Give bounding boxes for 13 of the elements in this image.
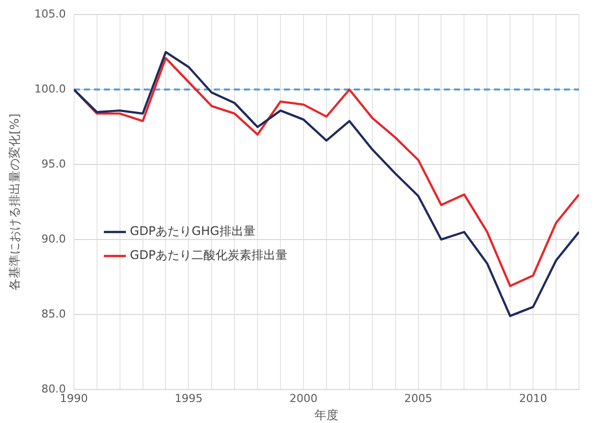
x-axis-title: 年度 [314,408,338,422]
y-tick-label: 105.0 [34,7,66,20]
y-tick-label: 90.0 [41,232,66,246]
legend-label: GDPあたりGHG排出量 [130,224,256,238]
y-tick-label: 85.0 [41,307,66,320]
x-tick-label: 2005 [404,392,432,405]
x-tick-label: 1995 [174,392,203,405]
x-tick-label: 2000 [289,392,318,405]
y-tick-label: 95.0 [41,157,66,170]
legend-label: GDPあたり二酸化炭素排出量 [130,248,288,262]
y-tick-label: 100.0 [34,82,66,96]
y-axis-title: 各基準における排出量の変化[%] [7,114,22,290]
x-tick-label: 2010 [519,392,548,405]
